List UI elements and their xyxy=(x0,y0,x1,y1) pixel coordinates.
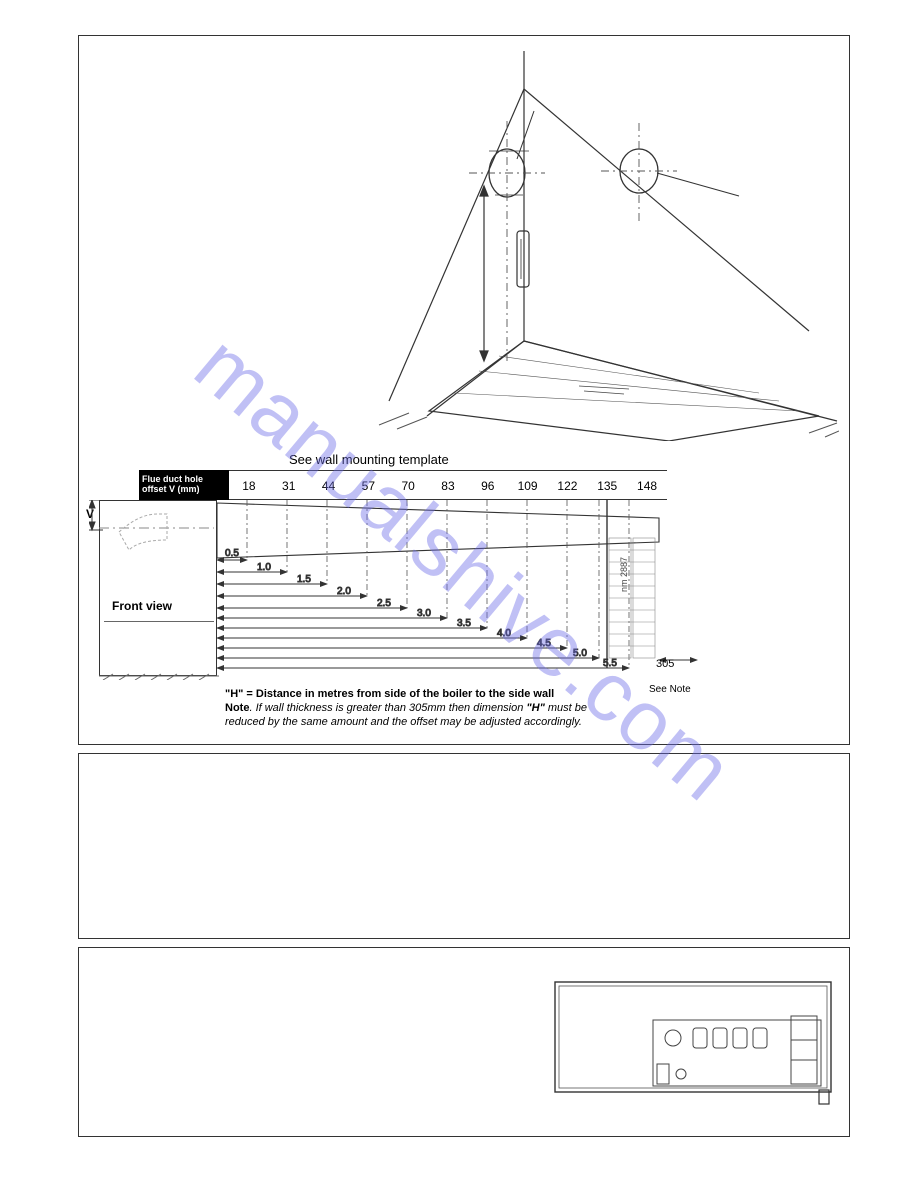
offset-val: 70 xyxy=(388,471,428,499)
chart-title: See wall mounting template xyxy=(289,452,449,467)
h-def: "H" = Distance in metres from side of th… xyxy=(225,688,554,700)
note-text: . If wall thickness is greater than 305m… xyxy=(249,702,526,714)
offset-val: 148 xyxy=(627,471,667,499)
svg-text:3.5: 3.5 xyxy=(457,618,471,629)
note-label: Note xyxy=(225,702,249,714)
svg-text:5.0: 5.0 xyxy=(573,648,587,659)
offset-val: 44 xyxy=(309,471,349,499)
offset-val: 96 xyxy=(468,471,508,499)
dim-305-label: 305 xyxy=(656,658,674,670)
distance-chart-svg: 0.5 1.0 1.5 2.0 2.5 3.0 3.5 4.0 xyxy=(89,500,835,680)
svg-text:4.5: 4.5 xyxy=(537,638,551,649)
svg-text:2.0: 2.0 xyxy=(337,586,351,597)
vertical-dim-label: nm 2887 xyxy=(619,557,629,592)
offset-values-row: 18 31 44 57 70 83 96 109 122 135 148 xyxy=(229,470,667,500)
svg-text:5.5: 5.5 xyxy=(603,658,617,669)
offset-val: 57 xyxy=(348,471,388,499)
offset-val: 31 xyxy=(269,471,309,499)
isometric-diagram xyxy=(369,51,839,441)
note-h: "H" xyxy=(526,702,544,714)
note-text: reduced by the same amount and the offse… xyxy=(225,716,695,730)
boiler-underside-diagram xyxy=(553,968,833,1118)
offset-val: 109 xyxy=(508,471,548,499)
offset-val: 135 xyxy=(587,471,627,499)
svg-text:0.5: 0.5 xyxy=(225,548,239,559)
panel-middle xyxy=(78,753,850,939)
note-text: must be xyxy=(545,702,587,714)
svg-text:4.0: 4.0 xyxy=(497,628,511,639)
panel-bottom xyxy=(78,947,850,1137)
page: manualshive.com xyxy=(78,35,850,1145)
svg-text:1.0: 1.0 xyxy=(257,562,271,573)
offset-chart: See wall mounting template Flue duct hol… xyxy=(89,452,837,732)
chart-notes: "H" = Distance in metres from side of th… xyxy=(225,688,695,729)
svg-text:1.5: 1.5 xyxy=(297,574,311,585)
offset-val: 122 xyxy=(548,471,588,499)
offset-val: 18 xyxy=(229,471,269,499)
panel-top: See wall mounting template Flue duct hol… xyxy=(78,35,850,745)
svg-text:3.0: 3.0 xyxy=(417,608,431,619)
offset-label-cell: Flue duct hole offset V (mm) xyxy=(139,470,229,500)
svg-text:2.5: 2.5 xyxy=(377,598,391,609)
offset-val: 83 xyxy=(428,471,468,499)
offset-table: Flue duct hole offset V (mm) 18 31 44 57… xyxy=(139,470,667,500)
offset-label: Flue duct hole offset V (mm) xyxy=(142,475,226,495)
